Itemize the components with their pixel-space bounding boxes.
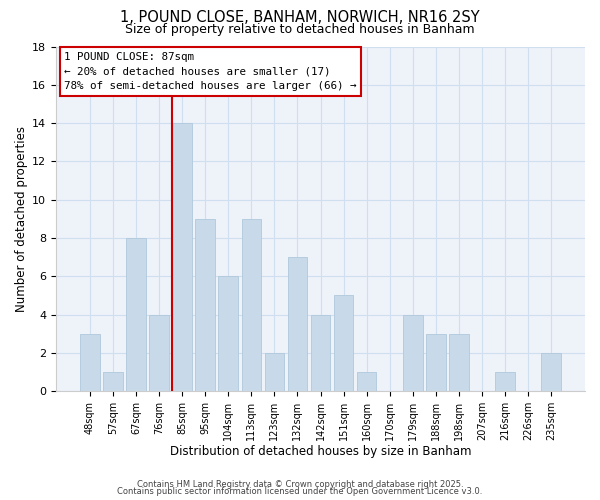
Bar: [287, 257, 307, 391]
Text: Contains HM Land Registry data © Crown copyright and database right 2025.: Contains HM Land Registry data © Crown c…: [137, 480, 463, 489]
X-axis label: Distribution of detached houses by size in Banham: Distribution of detached houses by size …: [170, 444, 471, 458]
Bar: [149, 314, 169, 391]
Y-axis label: Number of detached properties: Number of detached properties: [15, 126, 28, 312]
Bar: [126, 238, 146, 391]
Bar: [334, 296, 353, 391]
Text: Size of property relative to detached houses in Banham: Size of property relative to detached ho…: [125, 22, 475, 36]
Bar: [495, 372, 515, 391]
Bar: [311, 314, 331, 391]
Text: 1 POUND CLOSE: 87sqm
← 20% of detached houses are smaller (17)
78% of semi-detac: 1 POUND CLOSE: 87sqm ← 20% of detached h…: [64, 52, 356, 92]
Bar: [449, 334, 469, 391]
Text: 1, POUND CLOSE, BANHAM, NORWICH, NR16 2SY: 1, POUND CLOSE, BANHAM, NORWICH, NR16 2S…: [120, 10, 480, 25]
Bar: [196, 219, 215, 391]
Bar: [172, 123, 192, 391]
Bar: [426, 334, 446, 391]
Bar: [218, 276, 238, 391]
Bar: [242, 219, 261, 391]
Bar: [541, 353, 561, 391]
Bar: [403, 314, 422, 391]
Bar: [103, 372, 123, 391]
Bar: [357, 372, 376, 391]
Text: Contains public sector information licensed under the Open Government Licence v3: Contains public sector information licen…: [118, 488, 482, 496]
Bar: [80, 334, 100, 391]
Bar: [265, 353, 284, 391]
